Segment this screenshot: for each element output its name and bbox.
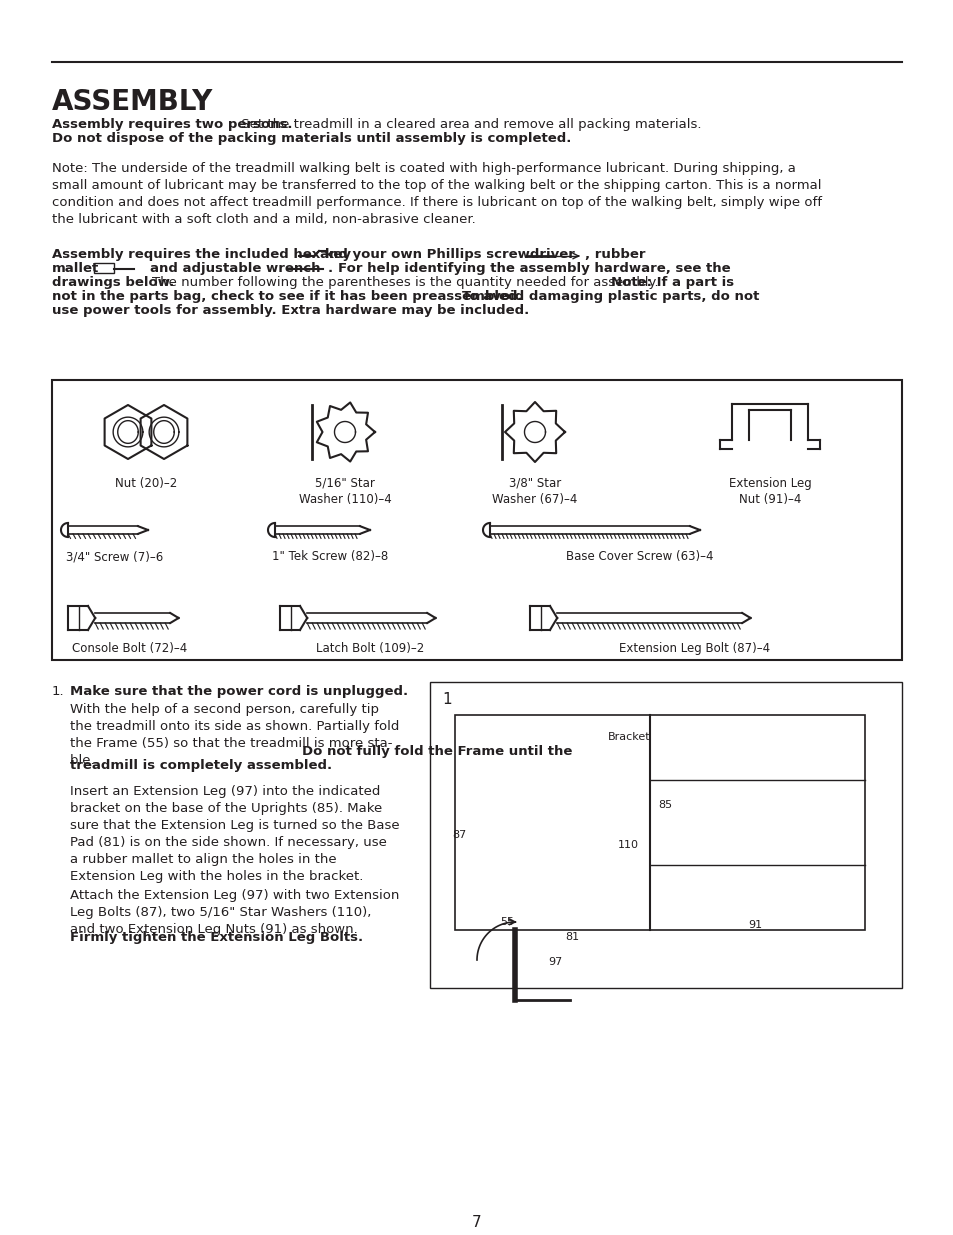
Text: Make sure that the power cord is unplugged.: Make sure that the power cord is unplugg… [70, 685, 408, 698]
Text: 97: 97 [547, 957, 561, 967]
Text: 3/8" Star
Washer (67)–4: 3/8" Star Washer (67)–4 [492, 477, 578, 506]
Text: Latch Bolt (109)–2: Latch Bolt (109)–2 [315, 642, 424, 655]
Text: The number following the parentheses is the quantity needed for assembly.: The number following the parentheses is … [152, 275, 662, 289]
Text: use power tools for assembly. Extra hardware may be included.: use power tools for assembly. Extra hard… [52, 304, 529, 317]
Text: Assembly requires two persons.: Assembly requires two persons. [52, 119, 293, 131]
Text: Do not fully fold the Frame until the: Do not fully fold the Frame until the [302, 745, 572, 758]
Text: 81: 81 [564, 932, 578, 942]
Text: Note: The underside of the treadmill walking belt is coated with high-performanc: Note: The underside of the treadmill wal… [52, 162, 821, 226]
Text: Attach the Extension Leg (97) with two Extension
Leg Bolts (87), two 5/16" Star : Attach the Extension Leg (97) with two E… [70, 889, 399, 936]
Text: , rubber: , rubber [584, 248, 645, 261]
Text: Set the treadmill in a cleared area and remove all packing materials.: Set the treadmill in a cleared area and … [236, 119, 705, 131]
Text: 87: 87 [452, 830, 466, 840]
Text: Nut (20)–2: Nut (20)–2 [114, 477, 177, 490]
Text: and adjustable wrench: and adjustable wrench [150, 262, 320, 275]
Text: For help identifying the assembly hardware, see the: For help identifying the assembly hardwa… [337, 262, 730, 275]
Text: treadmill is completely assembled.: treadmill is completely assembled. [70, 760, 332, 772]
Text: .: . [328, 262, 337, 275]
Text: Bracket: Bracket [607, 732, 650, 742]
Text: drawings below.: drawings below. [52, 275, 174, 289]
Text: 85: 85 [658, 800, 672, 810]
Text: Note: If a part is: Note: If a part is [610, 275, 734, 289]
Bar [455, 715, 864, 930]
Text: Insert an Extension Leg (97) into the indicated
bracket on the base of the Uprig: Insert an Extension Leg (97) into the in… [70, 785, 399, 883]
Text: Extension Leg Bolt (87)–4: Extension Leg Bolt (87)–4 [618, 642, 770, 655]
Text: With the help of a second person, carefully tip
the treadmill onto its side as s: With the help of a second person, carefu… [70, 703, 399, 767]
Text: 55: 55 [499, 918, 514, 927]
Bar [430, 682, 901, 988]
Text: 91: 91 [747, 920, 761, 930]
Text: 1: 1 [441, 692, 451, 706]
Text: Console Bolt (72)–4: Console Bolt (72)–4 [72, 642, 188, 655]
Text: mallet: mallet [52, 262, 99, 275]
Text: ASSEMBLY: ASSEMBLY [52, 88, 213, 116]
Text: and your own Phillips screwdriver: and your own Phillips screwdriver [319, 248, 575, 261]
Bar [52, 380, 901, 659]
Text: not in the parts bag, check to see if it has been preassembled.: not in the parts bag, check to see if it… [52, 290, 527, 303]
Text: 1" Tek Screw (82)–8: 1" Tek Screw (82)–8 [272, 550, 388, 563]
Text: Firmly tighten the Extension Leg Bolts.: Firmly tighten the Extension Leg Bolts. [70, 931, 363, 944]
Text: 7: 7 [472, 1215, 481, 1230]
Text: Base Cover Screw (63)–4: Base Cover Screw (63)–4 [566, 550, 713, 563]
Text: To avoid damaging plastic parts, do not: To avoid damaging plastic parts, do not [461, 290, 759, 303]
Text: Extension Leg
Nut (91)–4: Extension Leg Nut (91)–4 [728, 477, 810, 506]
Text: 5/16" Star
Washer (110)–4: 5/16" Star Washer (110)–4 [298, 477, 391, 506]
Text: 110: 110 [618, 840, 639, 850]
Text: 1.: 1. [52, 685, 65, 698]
Text: Assembly requires the included hex key: Assembly requires the included hex key [52, 248, 351, 261]
Text: 3/4" Screw (7)–6: 3/4" Screw (7)–6 [67, 550, 164, 563]
Text: Do not dispose of the packing materials until assembly is completed.: Do not dispose of the packing materials … [52, 132, 571, 144]
Bar [94, 263, 113, 273]
